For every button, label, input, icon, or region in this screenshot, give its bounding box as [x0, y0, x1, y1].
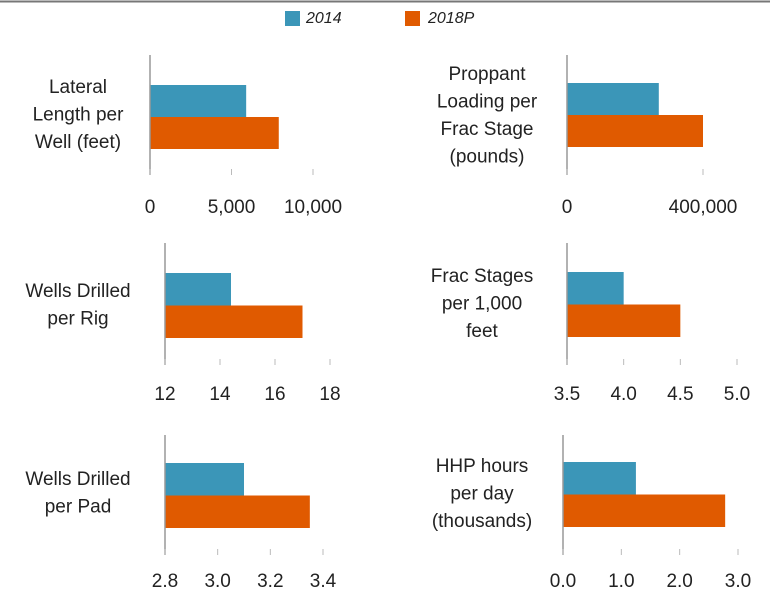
panel-label: Well (feet) — [35, 132, 121, 153]
x-tick-label: 12 — [154, 384, 175, 405]
bar — [567, 272, 624, 305]
bar — [567, 304, 681, 337]
panel-label: Lateral — [49, 77, 107, 98]
x-tick-label: 2.8 — [152, 571, 178, 592]
bar — [567, 83, 659, 115]
panel-label: (thousands) — [432, 511, 532, 532]
x-tick-label: 400,000 — [669, 197, 738, 218]
legend-label: 2014 — [305, 10, 342, 27]
x-tick-label: 5.0 — [724, 384, 750, 405]
panel-label: Length per — [33, 105, 125, 126]
panel-label: per day — [450, 484, 514, 505]
bar — [165, 273, 231, 306]
bar — [567, 115, 703, 147]
legend-swatch — [405, 11, 420, 26]
bar — [150, 117, 279, 149]
bar — [150, 85, 247, 117]
x-tick-label: 3.0 — [725, 571, 751, 592]
x-tick-label: 4.0 — [610, 384, 636, 405]
panel-label: per Rig — [47, 309, 108, 330]
x-tick-label: 5,000 — [208, 197, 256, 218]
panel-label: per Pad — [45, 497, 112, 518]
bar — [165, 463, 244, 496]
panel-label: per 1,000 — [442, 294, 522, 315]
x-tick-label: 1.0 — [608, 571, 634, 592]
panel-label: Wells Drilled — [25, 281, 130, 302]
panel-label: HHP hours — [436, 456, 529, 477]
panel-label: Proppant — [448, 64, 526, 85]
x-tick-label: 0.0 — [550, 571, 576, 592]
panel-label: Frac Stage — [441, 119, 534, 140]
panel-label: (pounds) — [450, 147, 525, 168]
x-tick-label: 10,000 — [284, 197, 342, 218]
x-tick-label: 4.5 — [667, 384, 693, 405]
bar — [165, 495, 310, 528]
x-tick-label: 18 — [319, 384, 340, 405]
x-tick-label: 0 — [562, 197, 573, 218]
bar — [165, 305, 303, 338]
panel-label: Frac Stages — [431, 266, 533, 287]
panel-label: Loading per — [437, 92, 538, 113]
legend-swatch — [285, 11, 300, 26]
x-tick-label: 3.5 — [554, 384, 580, 405]
x-tick-label: 0 — [145, 197, 156, 218]
legend-label: 2018P — [427, 10, 475, 27]
panel-label: feet — [466, 321, 498, 342]
x-tick-label: 3.2 — [257, 571, 283, 592]
x-tick-label: 3.0 — [204, 571, 230, 592]
bar — [563, 462, 636, 495]
panel-label: Wells Drilled — [25, 469, 130, 490]
x-tick-label: 3.4 — [310, 571, 337, 592]
x-tick-label: 2.0 — [666, 571, 692, 592]
bar — [563, 494, 726, 527]
x-tick-label: 14 — [209, 384, 231, 405]
x-tick-label: 16 — [264, 384, 285, 405]
